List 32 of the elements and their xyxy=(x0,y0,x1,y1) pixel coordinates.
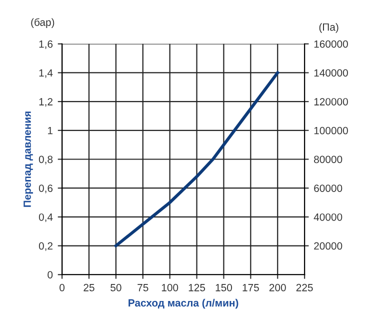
y2-tick-label: 40000 xyxy=(314,213,342,221)
text: (бар) xyxy=(31,18,54,28)
x-tick-label: 25 xyxy=(84,284,94,292)
x-tick-label: 125 xyxy=(188,284,206,292)
y2-axis-title: (Па) xyxy=(319,23,338,33)
y-tick-label: 1,4 xyxy=(39,69,53,78)
line-series xyxy=(114,71,280,248)
x-tick-label: 150 xyxy=(216,284,232,292)
y-axis-title: Перепад давления xyxy=(24,112,33,207)
y-tick-label: 1 xyxy=(48,127,53,134)
x-tick-label: 100 xyxy=(162,284,178,292)
y-tick-label: 0,4 xyxy=(38,213,53,222)
y2-tick-label: 160000 xyxy=(314,40,348,48)
y2-tick-label: 120000 xyxy=(314,98,348,106)
y-tick-label: 0 xyxy=(48,271,53,278)
x-axis-title: Расход масла (л/мин) xyxy=(128,298,238,309)
y-tick-label: 1,6 xyxy=(39,40,53,49)
y2-tick-label: 140000 xyxy=(314,69,348,77)
y2-tick-label: 20000 xyxy=(314,242,342,250)
x-tick-label: 75 xyxy=(138,284,148,292)
x-tick-label: 200 xyxy=(269,284,286,292)
x-tick-label: 0 xyxy=(60,284,65,292)
x-tick-label: 175 xyxy=(242,284,259,292)
y-tick-label: 0,2 xyxy=(38,242,52,251)
y-tick-label: 0,8 xyxy=(38,156,53,164)
y2-tick-label: 60000 xyxy=(314,184,342,192)
y2-tick-label: 100000 xyxy=(314,126,348,134)
y-tick-label: 1,2 xyxy=(39,98,52,107)
y-tick-label: 0,6 xyxy=(38,184,53,194)
x-tick-label: 225 xyxy=(296,284,313,292)
y2-tick-label: 80000 xyxy=(314,156,342,164)
x-tick-label: 50 xyxy=(110,284,122,292)
